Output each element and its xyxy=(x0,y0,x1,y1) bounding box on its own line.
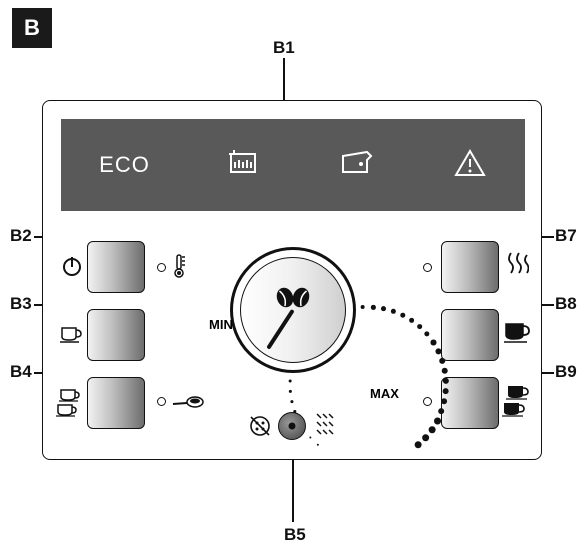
scoop-icon xyxy=(171,395,205,414)
dial-min-label: MIN xyxy=(209,317,233,332)
double-large-cup-icon xyxy=(501,383,533,422)
double-large-button[interactable] xyxy=(441,377,499,429)
large-cup-icon xyxy=(503,321,531,348)
ref-b7: B7 xyxy=(555,226,577,246)
small-cup-icon xyxy=(59,325,83,348)
ref-b3: B3 xyxy=(10,294,32,314)
double-small-cup-icon xyxy=(55,387,85,422)
grounds-container-icon xyxy=(226,148,260,183)
led-bottom-left xyxy=(157,397,166,406)
eco-indicator: ECO xyxy=(99,152,150,178)
steam-button[interactable] xyxy=(441,241,499,293)
ref-b5: B5 xyxy=(284,525,306,545)
double-small-button[interactable] xyxy=(87,377,145,429)
dial-max-label: MAX xyxy=(370,386,399,401)
single-large-button[interactable] xyxy=(441,309,499,361)
steam-icon xyxy=(505,251,529,282)
rinse-icon xyxy=(249,415,271,442)
thermometer-icon xyxy=(171,253,187,284)
led-top-left xyxy=(157,263,166,272)
dial-pointer xyxy=(266,309,294,350)
power-button[interactable] xyxy=(87,241,145,293)
water-tank-icon xyxy=(337,148,377,183)
diagram-badge: B xyxy=(12,8,52,48)
ref-b2: B2 xyxy=(10,226,32,246)
led-bottom-right xyxy=(423,397,432,406)
ref-b8: B8 xyxy=(555,294,577,314)
led-top-right xyxy=(423,263,432,272)
ground-coffee-icon xyxy=(315,411,335,442)
ref-b9: B9 xyxy=(555,362,577,382)
ref-b4: B4 xyxy=(10,362,32,382)
single-small-button[interactable] xyxy=(87,309,145,361)
power-icon xyxy=(61,255,83,282)
ref-b1: B1 xyxy=(273,38,295,58)
dial-face xyxy=(240,257,346,363)
warning-icon xyxy=(453,148,487,183)
strength-dial[interactable] xyxy=(218,235,368,385)
diagram-badge-label: B xyxy=(24,15,40,41)
indicator-strip: ECO xyxy=(61,119,525,211)
control-panel: ECO xyxy=(42,100,542,460)
selector-knob[interactable] xyxy=(278,412,306,440)
